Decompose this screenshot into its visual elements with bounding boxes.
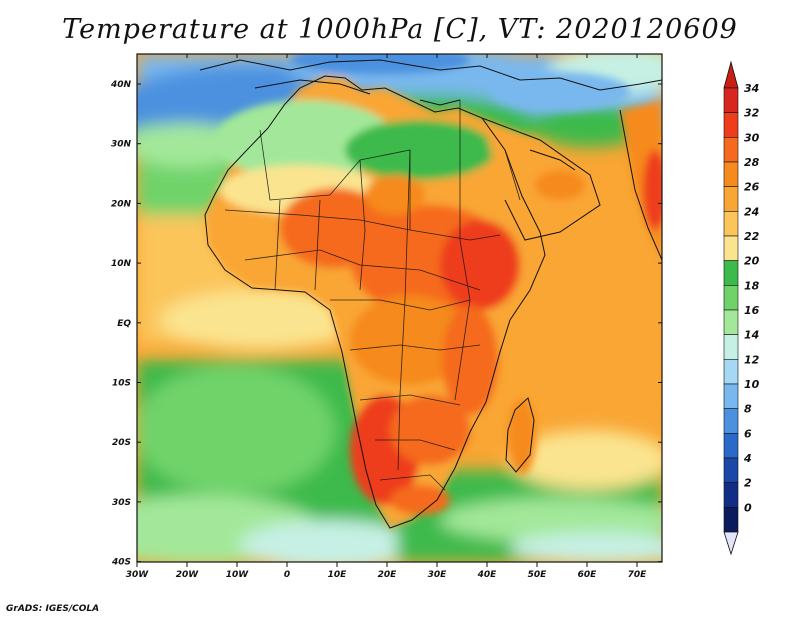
lon-label: 10E <box>328 570 348 580</box>
lon-label: 0 <box>284 570 290 580</box>
colorbar-label: 8 <box>744 403 752 416</box>
borders <box>224 100 521 491</box>
latitude-axis: 40N 30N 20N 10N EQ 10S 20S 30S 40S <box>110 80 662 568</box>
colorbar-label: 0 <box>744 501 752 514</box>
lon-label: 70E <box>628 570 648 580</box>
colorbar-label: 4 <box>743 452 752 465</box>
colorbar-swatch <box>723 507 739 533</box>
colorbar-swatch <box>723 87 739 113</box>
lon-label: 20W <box>176 570 200 580</box>
colorbar-swatch <box>723 309 739 335</box>
colorbar-label: 26 <box>744 181 760 194</box>
lon-label: 30E <box>428 570 448 580</box>
coastlines <box>199 59 662 529</box>
colorbar-swatch <box>723 137 739 163</box>
map-title: Temperature at 1000hPa [C], VT: 20201206… <box>62 14 738 45</box>
lat-label: 10S <box>112 379 131 389</box>
colorbar-label: 16 <box>744 304 760 317</box>
colorbar-swatch <box>723 482 739 508</box>
lat-label: 20S <box>112 438 131 448</box>
colorbar-label: 24 <box>744 205 759 218</box>
lon-label: 30W <box>126 570 150 580</box>
lon-label: 60E <box>578 570 598 580</box>
lat-label: 30N <box>111 140 132 150</box>
colorbar-label: 32 <box>744 107 760 120</box>
lon-label: 50E <box>528 570 548 580</box>
colorbar-swatch <box>723 260 739 286</box>
map-frame <box>136 53 663 563</box>
colorbar-label: 30 <box>744 131 760 144</box>
lat-label: 40N <box>110 80 132 90</box>
lon-label: 40E <box>477 570 498 580</box>
colorbar-label: 34 <box>744 82 759 95</box>
colorbar-top-arrow <box>723 60 739 89</box>
colorbar-swatch <box>723 433 739 459</box>
lat-label: EQ <box>117 319 131 329</box>
colorbar-label: 10 <box>744 378 760 391</box>
colorbar-swatch <box>723 408 739 434</box>
colorbar-label: 12 <box>744 353 760 366</box>
colorbar-swatch <box>723 186 739 212</box>
colorbar-label: 20 <box>744 255 760 268</box>
lon-label: 10W <box>226 570 250 580</box>
colorbar-swatch <box>723 359 739 385</box>
lat-label: 10N <box>111 259 132 269</box>
lat-label: 20N <box>111 199 132 209</box>
colorbar-label: 18 <box>744 279 760 292</box>
lon-label: 20E <box>378 570 398 580</box>
colorbar-swatch <box>723 285 739 311</box>
colorbar-swatch <box>723 112 739 138</box>
colorbar-swatch <box>723 334 739 360</box>
lat-label: 30S <box>112 498 131 508</box>
map-field <box>137 54 662 562</box>
colorbar-label: 28 <box>744 156 760 169</box>
credit-text: GrADS: IGES/COLA <box>6 604 100 614</box>
colorbar-label: 6 <box>744 427 752 440</box>
colorbar-label: 14 <box>744 329 759 342</box>
longitude-axis: 30W 20W 10W 0 10E 20E 30E 40E 50E 60E 70E <box>126 54 647 580</box>
colorbar-label: 2 <box>744 477 752 490</box>
colorbar-swatch <box>723 457 739 483</box>
colorbar-bottom-arrow <box>723 531 739 556</box>
colorbar-swatch <box>723 235 739 261</box>
colorbar-swatch <box>723 211 739 237</box>
lat-label: 40S <box>111 558 131 568</box>
colorbar-label: 22 <box>744 230 760 243</box>
colorbar-swatch <box>723 161 739 187</box>
colorbar-swatch <box>723 383 739 409</box>
